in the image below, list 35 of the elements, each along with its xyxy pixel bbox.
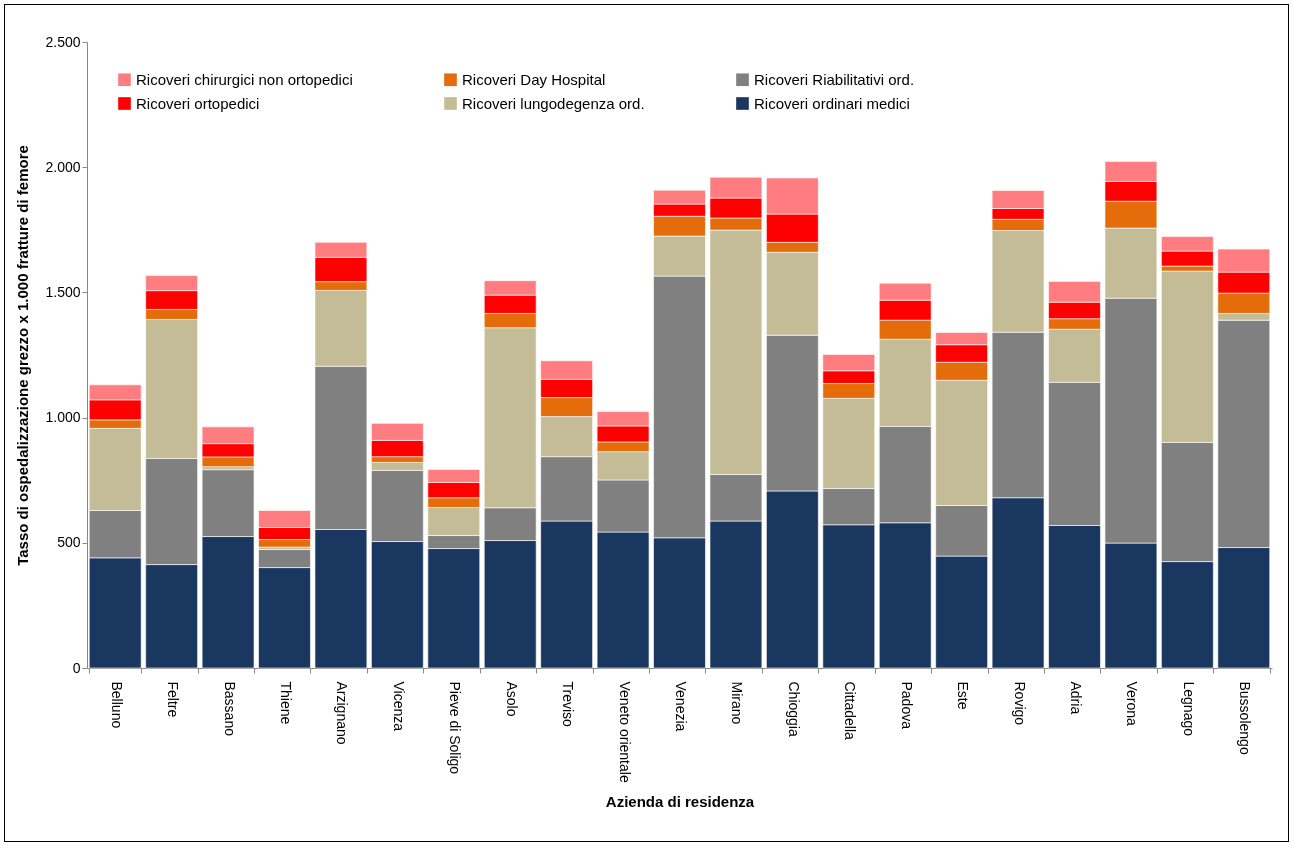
y-axis-title: Tasso di ospedalizzazione grezzo x 1.000 fratture di femore: [14, 145, 32, 566]
x-tick-label: Mirano: [729, 681, 746, 725]
x-tick-label: Venezia: [673, 681, 689, 732]
x-tick-label: Thiene: [278, 681, 294, 725]
y-tick-label: 2.500: [45, 33, 81, 50]
legend-label: Ricoveri ordinari medici: [754, 94, 910, 112]
x-tick-label: Bassano: [221, 681, 238, 737]
legend-label: Ricoveri Riabilitativi ord.: [754, 70, 915, 88]
x-tick-label: Pieve di Soligo: [447, 681, 464, 775]
legend-label: Ricoveri lungodegenza ord.: [462, 94, 645, 112]
x-tick-label: Padova: [898, 681, 915, 730]
x-tick-label: Veneto orientale: [616, 681, 633, 783]
y-tick-label: 1.500: [45, 283, 81, 300]
x-tick-label: Arzignano: [334, 681, 351, 745]
x-axis-title: Azienda di residenza: [605, 792, 755, 810]
x-tick-label: Treviso: [560, 681, 577, 728]
x-tick-label: Belluno: [108, 681, 125, 729]
x-tick-label: Verona: [1124, 681, 1141, 727]
x-tick-label: Adria: [1068, 681, 1084, 715]
y-tick-label: 500: [57, 534, 81, 551]
y-tick-label: 2.000: [45, 158, 81, 175]
x-tick-label: Feltre: [165, 681, 182, 718]
y-tick-label: 1.000: [45, 409, 81, 426]
x-tick-label: Rovigo: [1011, 681, 1028, 726]
x-tick-label: Bussolengo: [1237, 681, 1254, 755]
x-tick-label: Asolo: [503, 681, 520, 717]
legend-label: Ricoveri chirurgici non ortopedici: [136, 70, 353, 88]
x-tick-label: Legnago: [1180, 681, 1197, 737]
x-tick-label: Cittadella: [842, 681, 859, 741]
legend-label: Ricoveri ortopedici: [136, 94, 260, 112]
x-tick-label: Este: [955, 681, 972, 710]
legend-label: Ricoveri Day Hospital: [462, 70, 606, 88]
x-tick-label: Chioggia: [785, 681, 802, 737]
y-tick-label: 0: [72, 659, 81, 676]
x-tick-label: Vicenza: [390, 681, 407, 732]
